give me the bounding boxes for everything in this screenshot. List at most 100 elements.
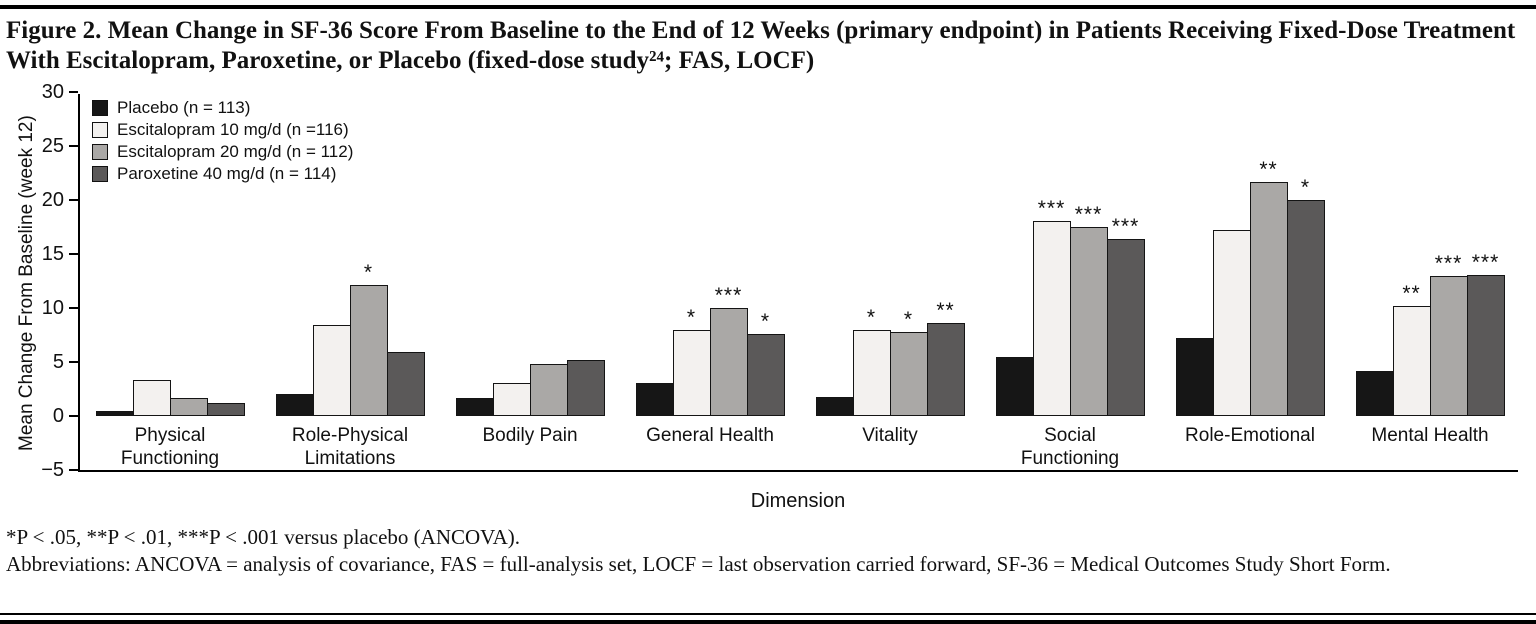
plot-area: Placebo (n = 113) Escitalopram 10 mg/d (n… bbox=[41, 81, 1518, 481]
significance-marker: * bbox=[760, 309, 771, 333]
bar-group: ** *** *** bbox=[1355, 251, 1505, 416]
legend-swatch bbox=[92, 166, 108, 182]
footnotes: *P < .05, **P < .01, ***P < .001 versus … bbox=[6, 524, 1522, 579]
y-axis-tick bbox=[69, 145, 78, 147]
legend-swatch bbox=[92, 122, 108, 138]
y-axis-tick-label: 15 bbox=[41, 243, 64, 265]
bar bbox=[1212, 230, 1251, 416]
y-axis-tick-label: 10 bbox=[41, 297, 64, 319]
significance-marker: *** bbox=[1037, 196, 1066, 220]
top-rule bbox=[0, 5, 1536, 9]
significance-marker: * bbox=[363, 261, 374, 285]
bottom-rule-thick bbox=[0, 620, 1536, 624]
bar: * bbox=[852, 306, 891, 416]
bar bbox=[386, 352, 425, 416]
x-axis-category-label: General Health bbox=[646, 425, 774, 446]
bar bbox=[169, 397, 208, 416]
bar bbox=[566, 359, 605, 416]
y-axis-tick-label: 0 bbox=[52, 405, 64, 427]
legend-label: Escitalopram 10 mg/d (n =116) bbox=[117, 120, 349, 139]
bar bbox=[132, 380, 171, 416]
bar bbox=[312, 325, 351, 416]
y-axis-tick bbox=[69, 307, 78, 309]
bar-group bbox=[455, 359, 605, 416]
legend-item: Escitalopram 10 mg/d (n =116) bbox=[92, 119, 353, 141]
significance-marker: * bbox=[866, 305, 877, 329]
bar: * bbox=[672, 306, 711, 416]
significance-marker: *** bbox=[1434, 251, 1463, 275]
legend-label: Escitalopram 20 mg/d (n = 112) bbox=[117, 142, 354, 161]
bar: *** bbox=[709, 284, 748, 416]
bar bbox=[529, 364, 568, 416]
abbreviations-footnote: Abbreviations: ANCOVA = analysis of cova… bbox=[6, 552, 1391, 577]
figure-title: Figure 2. Mean Change in SF-36 Score Fro… bbox=[6, 17, 1516, 74]
significance-marker: *** bbox=[1074, 203, 1103, 226]
y-axis-tick bbox=[69, 469, 78, 471]
x-axis-label: Dimension bbox=[750, 490, 846, 512]
bar: * bbox=[746, 310, 785, 416]
y-axis-tick bbox=[69, 361, 78, 363]
significance-marker: ** bbox=[1259, 157, 1278, 181]
significance-marker: ** bbox=[936, 299, 955, 323]
bar: *** bbox=[1106, 215, 1145, 416]
significance-marker: * bbox=[903, 307, 914, 331]
bar: ** bbox=[1249, 158, 1288, 416]
bar bbox=[635, 382, 674, 416]
bar bbox=[995, 356, 1034, 416]
bar: *** bbox=[1069, 203, 1108, 416]
bar-group bbox=[95, 380, 245, 416]
significance-marker: *** bbox=[1471, 250, 1500, 274]
bar-group: * bbox=[275, 261, 425, 416]
significance-marker: *** bbox=[1111, 214, 1140, 238]
legend: Placebo (n = 113) Escitalopram 10 mg/d (n… bbox=[92, 97, 353, 185]
legend-label: Placebo (n = 113) bbox=[117, 98, 251, 117]
significance-marker: *** bbox=[714, 284, 743, 307]
bar: ** bbox=[926, 299, 965, 416]
significance-marker: * bbox=[1300, 176, 1311, 199]
bar bbox=[275, 394, 314, 416]
significance-marker: * bbox=[686, 305, 697, 329]
legend-item: Placebo (n = 113) bbox=[92, 97, 353, 119]
x-axis-category-label: Role-Emotional bbox=[1185, 425, 1315, 446]
legend-swatch bbox=[92, 100, 108, 116]
bar: * bbox=[1286, 176, 1325, 416]
x-axis-category-label: Social Functioning bbox=[1020, 425, 1120, 469]
y-axis-tick bbox=[69, 253, 78, 255]
bar bbox=[1175, 338, 1214, 416]
x-axis-category-label: Mental Health bbox=[1371, 425, 1489, 446]
bar bbox=[492, 382, 531, 416]
legend-swatch bbox=[92, 144, 108, 160]
bar: * bbox=[889, 308, 928, 416]
bar bbox=[1355, 370, 1394, 416]
y-axis-tick-label: 5 bbox=[52, 351, 64, 373]
bar: *** bbox=[1032, 197, 1071, 416]
bar-group: *** *** *** bbox=[995, 197, 1145, 416]
bar: ** bbox=[1392, 282, 1431, 416]
x-axis-category-label: Vitality bbox=[862, 425, 918, 446]
bar bbox=[815, 396, 854, 416]
significance-marker: ** bbox=[1402, 281, 1421, 305]
bar bbox=[455, 397, 494, 416]
x-axis-category-label: Role-Physical Limitations bbox=[291, 425, 409, 469]
bar-group: * * ** bbox=[815, 299, 965, 416]
bar: *** bbox=[1466, 251, 1505, 416]
bar bbox=[206, 403, 245, 416]
y-axis-tick-label: 20 bbox=[41, 189, 64, 211]
y-axis-tick bbox=[69, 199, 78, 201]
chart: Mean Change From Baseline (week 12) Plac… bbox=[0, 81, 1536, 518]
bar bbox=[95, 410, 134, 416]
x-axis-category-label: Physical Functioning bbox=[120, 425, 220, 469]
bar-group: ** * bbox=[1175, 158, 1325, 416]
y-axis-tick-label: 25 bbox=[41, 135, 64, 157]
bar: *** bbox=[1429, 252, 1468, 416]
bottom-rule-thin bbox=[0, 613, 1536, 615]
y-axis-tick-label: 30 bbox=[41, 81, 64, 103]
x-axis-category-label: Bodily Pain bbox=[482, 425, 578, 446]
legend-item: Escitalopram 20 mg/d (n = 112) bbox=[92, 141, 353, 163]
significance-footnote: *P < .05, **P < .01, ***P < .001 versus … bbox=[6, 525, 521, 549]
bar-group: * *** * bbox=[635, 284, 785, 416]
legend-label: Paroxetine 40 mg/d (n = 114) bbox=[117, 164, 337, 183]
legend-item: Paroxetine 40 mg/d (n = 114) bbox=[92, 163, 353, 185]
y-axis-tick bbox=[69, 91, 78, 93]
bar: * bbox=[349, 261, 388, 416]
